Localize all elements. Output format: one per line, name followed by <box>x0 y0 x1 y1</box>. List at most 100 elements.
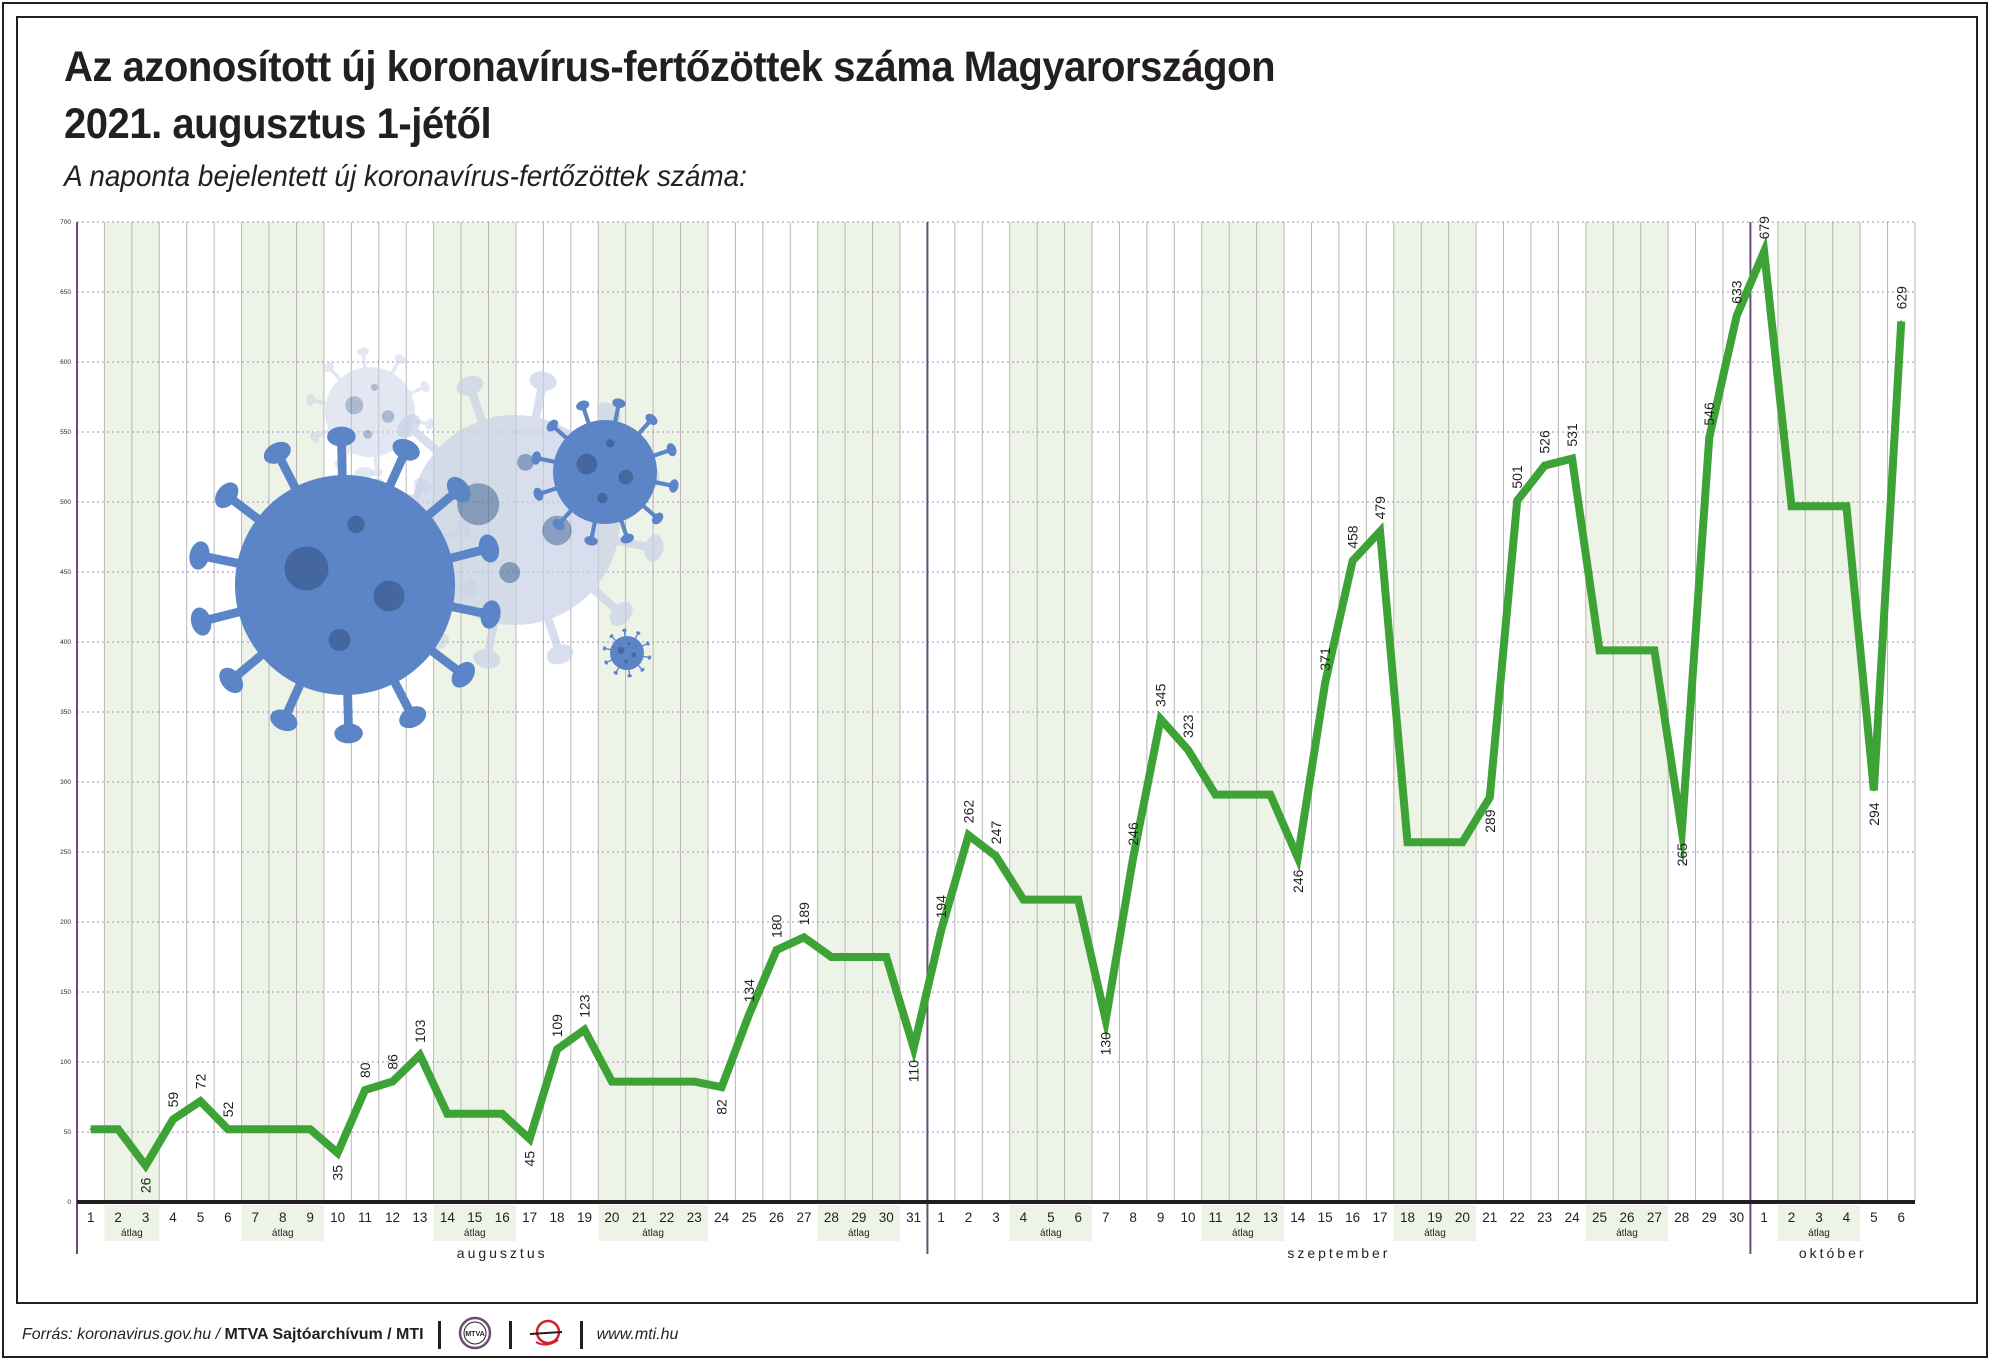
x-tick-label: 22 <box>659 1210 674 1225</box>
x-tick-label: 6 <box>1898 1210 1906 1225</box>
virus-spike-tip <box>531 451 541 465</box>
data-point <box>610 1080 613 1083</box>
data-point <box>995 855 997 858</box>
virus-spike-tip <box>327 426 356 447</box>
x-tick-label: 16 <box>1345 1210 1360 1225</box>
month-label: október <box>1799 1245 1867 1261</box>
data-label: 629 <box>1893 286 1909 310</box>
weekend-band-axis <box>598 1205 708 1241</box>
data-point <box>501 1112 504 1115</box>
x-tick-label: 4 <box>169 1210 177 1225</box>
data-point <box>1817 505 1820 508</box>
data-point <box>1132 856 1135 859</box>
data-point <box>418 1054 421 1056</box>
band-average-label: átlag <box>464 1228 486 1239</box>
data-label: 294 <box>1866 802 1882 826</box>
virus-spike-tip <box>613 671 618 675</box>
data-label: 323 <box>1180 714 1196 738</box>
x-tick-label: 22 <box>1510 1210 1525 1225</box>
virus-spike-tip <box>334 723 363 744</box>
x-tick-label: 24 <box>714 1210 730 1225</box>
virus-spot <box>284 546 329 591</box>
x-tick-label: 21 <box>1482 1210 1497 1225</box>
x-tick-label: 11 <box>358 1210 372 1225</box>
y-tick-label: 100 <box>60 1059 71 1066</box>
x-tick-label: 13 <box>1263 1210 1278 1225</box>
data-point <box>89 1128 92 1131</box>
footer-separator <box>508 1321 512 1349</box>
data-point <box>1763 250 1766 253</box>
virus-spike-tip <box>576 400 590 411</box>
x-tick-label: 9 <box>1157 1210 1165 1225</box>
data-label: 247 <box>988 821 1004 845</box>
data-point <box>336 1152 339 1154</box>
data-point <box>748 1013 751 1016</box>
virus-body <box>553 420 657 524</box>
data-point <box>199 1100 202 1103</box>
data-point <box>1159 718 1162 720</box>
virus-spot <box>499 562 521 583</box>
virus-spike-tip <box>189 541 210 570</box>
axes <box>76 222 1915 1254</box>
data-point <box>1241 793 1244 796</box>
data-label: 109 <box>549 1014 565 1038</box>
y-tick-label: 150 <box>60 989 71 996</box>
x-tick-label: 7 <box>1102 1210 1110 1225</box>
x-tick-label: 23 <box>687 1210 702 1225</box>
x-tick-label: 12 <box>385 1210 400 1225</box>
x-tick-label: 1 <box>87 1210 95 1225</box>
virus-spike-tip <box>645 413 658 426</box>
data-point <box>1900 320 1903 323</box>
data-label: 123 <box>577 994 593 1018</box>
virus-spike-tip <box>463 580 477 599</box>
data-label: 130 <box>1098 1032 1114 1056</box>
data-point <box>830 956 833 958</box>
weekend-band-axis <box>1009 1205 1093 1241</box>
data-point <box>1104 1019 1107 1021</box>
virus-illustration <box>189 347 679 744</box>
data-point <box>967 834 970 837</box>
x-tick-label: 30 <box>879 1210 894 1225</box>
virus-spike-tip <box>640 668 645 672</box>
data-point <box>1680 830 1683 832</box>
x-tick-label: 16 <box>495 1210 510 1225</box>
x-tick-label: 4 <box>1020 1210 1028 1225</box>
chart-title-line2: 2021. augusztus 1-jétől <box>64 100 492 148</box>
data-point <box>556 1048 559 1051</box>
weekend-band-axis <box>1201 1205 1285 1241</box>
x-tick-label: 17 <box>522 1210 537 1225</box>
band-average-label: átlag <box>1232 1228 1254 1239</box>
data-point <box>172 1118 175 1121</box>
data-point <box>1269 793 1272 796</box>
virus-spike-tip <box>456 520 471 539</box>
x-tick-label: 29 <box>851 1210 866 1225</box>
x-tick-label: 26 <box>769 1210 784 1225</box>
x-tick-label: 12 <box>1235 1210 1250 1225</box>
virus-spike-tip <box>480 600 501 629</box>
band-average-label: átlag <box>121 1228 143 1239</box>
data-point <box>281 1128 284 1131</box>
data-label: 180 <box>769 914 785 938</box>
data-label: 265 <box>1674 843 1690 867</box>
virus-spike-tip <box>214 482 239 509</box>
data-point <box>254 1128 257 1131</box>
virus-spot <box>328 629 351 651</box>
data-label: 501 <box>1509 465 1525 489</box>
data-label: 371 <box>1317 647 1333 671</box>
data-point <box>1406 841 1409 844</box>
data-point <box>1214 793 1217 796</box>
x-tick-label: 20 <box>604 1210 619 1225</box>
y-tick-label: 500 <box>60 499 71 506</box>
x-tick-label: 8 <box>1129 1210 1137 1225</box>
weekend-band-axis <box>433 1205 516 1241</box>
x-tick-label: 3 <box>992 1210 1000 1225</box>
x-tick-label: 27 <box>796 1210 811 1225</box>
y-tick-label: 650 <box>60 289 71 296</box>
virus-spot <box>381 410 395 423</box>
virus-spike-tip <box>394 354 406 364</box>
x-tick-label: 29 <box>1702 1210 1717 1225</box>
footer-separator <box>579 1321 583 1349</box>
virus-spike-tip <box>604 660 608 665</box>
x-axis-labels: átlag átlag átlag átlag átlag átlag átlag átlag… <box>87 1210 1905 1261</box>
x-tick-label: 6 <box>1075 1210 1083 1225</box>
